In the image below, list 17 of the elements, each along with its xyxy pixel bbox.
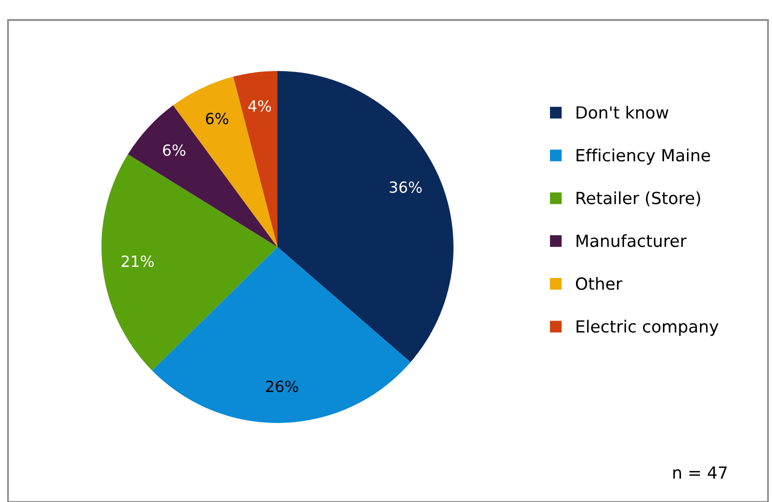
- data-label: 6%: [206, 112, 228, 124]
- legend-label: Manufacturer: [576, 234, 687, 248]
- pie-slice: [233, 71, 278, 247]
- data-label: 6%: [163, 144, 186, 156]
- legend-label: Don't know: [576, 106, 668, 119]
- text: n = 47: [673, 466, 727, 479]
- data-label: 36%: [390, 181, 422, 193]
- data-label: 21%: [122, 255, 154, 268]
- legend-label: Efficiency Maine: [576, 148, 710, 165]
- data-label: 26%: [266, 380, 298, 392]
- legend-label: Electric company: [576, 320, 718, 336]
- data-label: 4%: [248, 100, 271, 112]
- legend-label: Other: [576, 277, 622, 290]
- pie-slice: [152, 247, 411, 423]
- pie-slice: [102, 154, 278, 370]
- pie-slice: [278, 71, 454, 362]
- legend-label: Retailer (Store): [576, 191, 700, 206]
